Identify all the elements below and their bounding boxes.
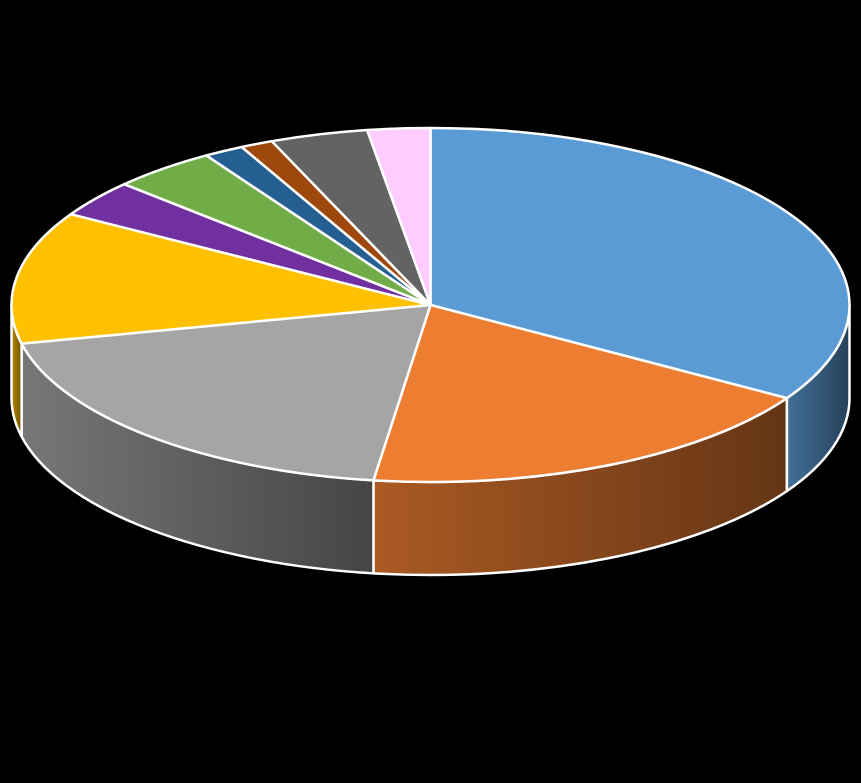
- pie-slice-4[interactable]: [10, 212, 432, 345]
- pie-slice-2[interactable]: [372, 303, 789, 484]
- pie-slice-10[interactable]: [365, 126, 432, 307]
- pie-sides: [10, 303, 851, 577]
- pie-slice-1[interactable]: [429, 126, 851, 400]
- pie-slice-3[interactable]: [20, 303, 432, 482]
- pie-tops: [10, 126, 851, 484]
